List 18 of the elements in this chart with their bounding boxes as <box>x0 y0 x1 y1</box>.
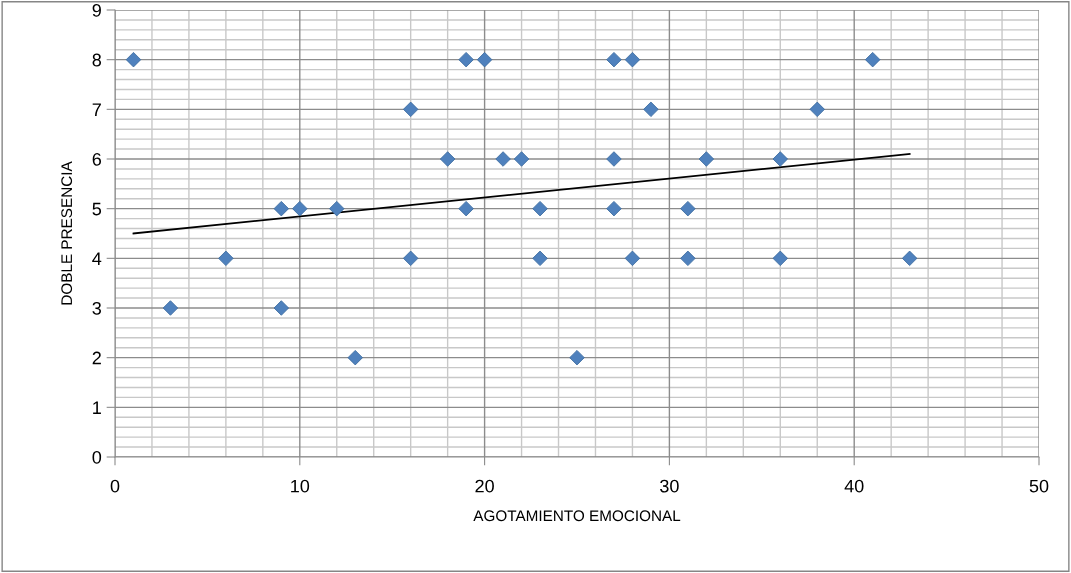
x-tick-label: 30 <box>660 479 679 493</box>
y-tick-label: 7 <box>92 103 101 116</box>
y-tick-label: 8 <box>92 53 102 67</box>
y-tick-label: 3 <box>92 301 102 315</box>
y-tick-label: 5 <box>92 202 102 216</box>
y-tick-label: 4 <box>92 252 102 265</box>
x-tick-label: 20 <box>475 479 494 493</box>
y-tick-label: 6 <box>92 152 102 166</box>
x-tick-label: 10 <box>291 479 310 493</box>
x-tick-label: 50 <box>1029 479 1049 493</box>
y-tick-label: 0 <box>92 450 102 464</box>
y-tick-label: 1 <box>93 401 101 414</box>
x-axis-title: AGOTAMIENTO EMOCIONAL <box>473 510 681 522</box>
x-tick-label: 0 <box>110 479 120 493</box>
y-axis-title: DOBLE PRESENCIA <box>61 161 73 305</box>
x-tick-label: 40 <box>844 479 864 493</box>
y-tick-label: 2 <box>92 351 101 365</box>
y-tick-label: 9 <box>92 3 101 17</box>
